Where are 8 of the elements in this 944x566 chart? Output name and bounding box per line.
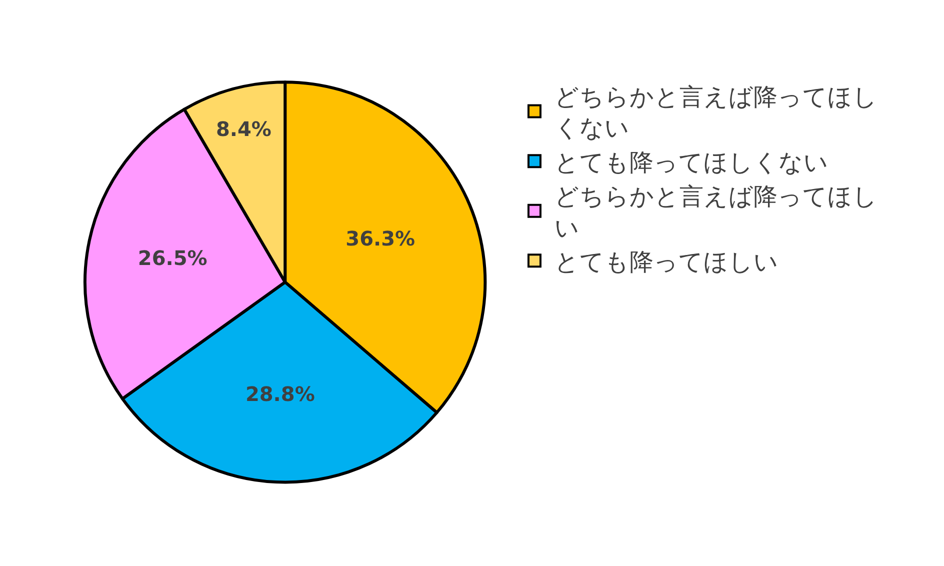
legend-label: どちらかと言えば降ってほしくない [554,83,878,142]
data-label: 28.8% [245,382,315,406]
data-label: 8.4% [216,116,272,141]
legend-label: どちらかと言えば降ってほしい [554,182,878,242]
data-label: 26.5% [138,246,208,270]
data-label: 36.3% [346,226,416,250]
legend-label: とても降ってほしい [554,248,778,276]
legend-label: とても降ってほしくない [554,148,828,176]
